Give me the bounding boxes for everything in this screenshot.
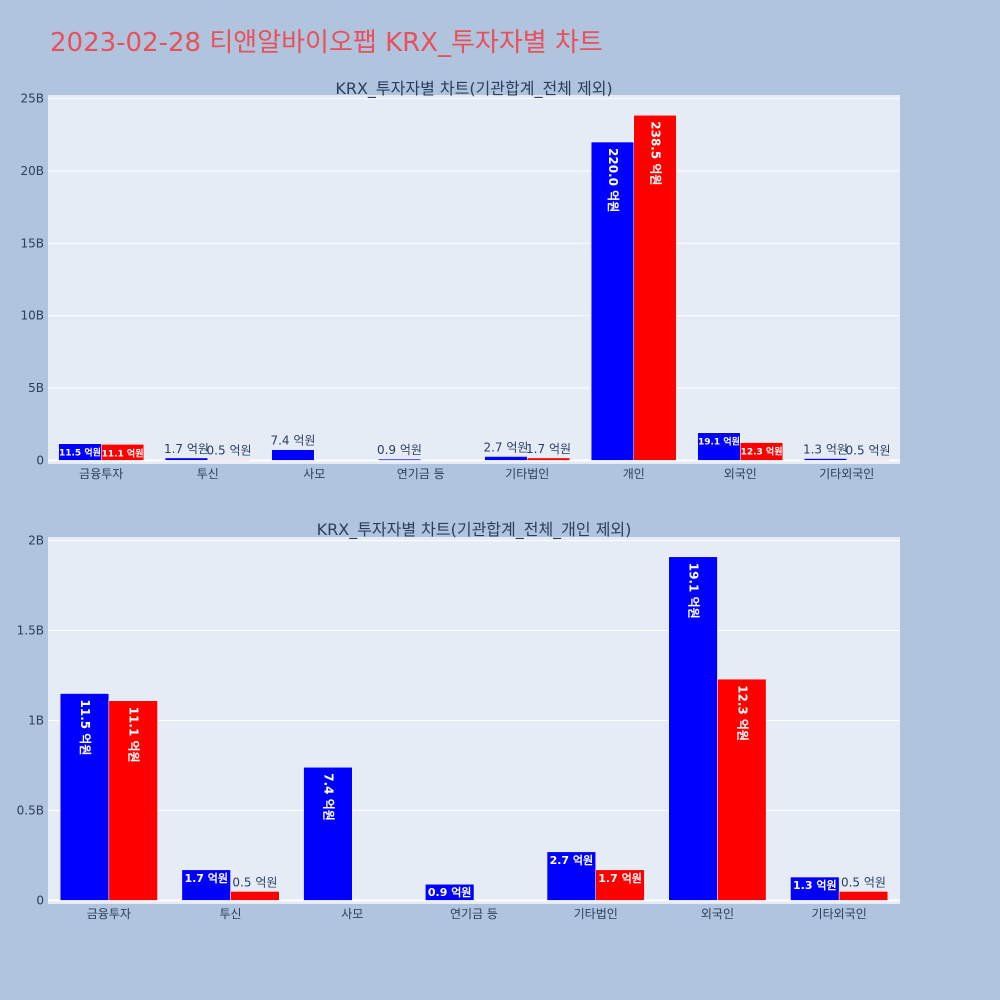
bar bbox=[181, 869, 231, 901]
bar bbox=[546, 851, 596, 901]
x-tick-label: 투신 bbox=[197, 467, 219, 481]
data-label: 1.3 억원 bbox=[803, 443, 848, 457]
bar bbox=[668, 556, 718, 901]
y-tick-label: 1B bbox=[28, 714, 44, 728]
x-tick-label: 개인 bbox=[623, 467, 645, 481]
x-tick-label: 연기금 등 bbox=[397, 467, 445, 481]
x-tick-label: 사모 bbox=[341, 907, 363, 921]
x-tick-label: 기타외국인 bbox=[812, 907, 867, 921]
data-label: 19.1 억원 bbox=[698, 436, 740, 448]
data-label: 0.9 억원 bbox=[428, 885, 472, 899]
data-label: 1.3 억원 bbox=[793, 878, 837, 892]
x-tick-label: 기타법인 bbox=[574, 907, 618, 921]
x-tick-label: 사모 bbox=[303, 467, 325, 481]
bar bbox=[59, 693, 110, 901]
data-label: 1.7 억원 bbox=[598, 871, 642, 885]
bar bbox=[790, 876, 840, 901]
data-label: 1.7 억원 bbox=[526, 442, 571, 456]
bar bbox=[164, 457, 208, 461]
data-label: 7.4 억원 bbox=[270, 434, 315, 448]
x-tick-label: 금융투자 bbox=[79, 467, 123, 481]
bar bbox=[633, 115, 677, 461]
data-label: 2.7 억원 bbox=[483, 440, 528, 454]
bar bbox=[846, 459, 890, 461]
bar bbox=[207, 459, 251, 461]
plot-area-0 bbox=[48, 95, 900, 464]
y-tick-label: 20B bbox=[20, 164, 44, 178]
data-label: 19.1 억원 bbox=[687, 563, 701, 619]
data-label: 7.4 억원 bbox=[321, 773, 335, 821]
chart-title: KRX_투자자별 차트(기관합계_전체_개인 제외) bbox=[317, 520, 632, 540]
data-label: 0.5 억원 bbox=[232, 875, 277, 889]
y-tick-label: 0 bbox=[36, 453, 44, 467]
data-label: 1.7 억원 bbox=[184, 871, 228, 885]
bar bbox=[271, 449, 315, 461]
x-tick-label: 외국인 bbox=[701, 907, 734, 921]
data-label: 238.5 억원 bbox=[649, 121, 663, 185]
bar bbox=[230, 891, 280, 901]
bar bbox=[803, 458, 848, 461]
page-title: 2023-02-28 티앤알바이오팹 KRX_투자자별 차트 bbox=[50, 28, 603, 58]
bar bbox=[425, 883, 475, 901]
x-tick-label: 금융투자 bbox=[87, 907, 131, 921]
x-tick-label: 연기금 등 bbox=[450, 907, 498, 921]
y-tick-label: 2B bbox=[28, 534, 44, 548]
data-label: 0.5 억원 bbox=[841, 875, 886, 889]
data-label: 0.5 억원 bbox=[207, 444, 252, 458]
bar bbox=[740, 442, 784, 461]
data-label: 11.1 억원 bbox=[102, 447, 144, 459]
data-label: 11.5 억원 bbox=[59, 447, 101, 459]
bar bbox=[527, 457, 571, 461]
bar bbox=[697, 432, 741, 461]
y-tick-label: 1.5B bbox=[17, 624, 44, 638]
bar bbox=[377, 458, 421, 461]
bar bbox=[101, 444, 145, 461]
x-tick-label: 기타법인 bbox=[505, 467, 549, 481]
data-label: 11.5 억원 bbox=[78, 700, 92, 756]
bar bbox=[303, 767, 353, 901]
y-tick-label: 10B bbox=[20, 309, 44, 323]
data-label: 12.3 억원 bbox=[741, 446, 783, 458]
x-tick-label: 투신 bbox=[220, 907, 242, 921]
bar bbox=[108, 700, 158, 901]
data-label: 1.7 억원 bbox=[164, 442, 209, 456]
data-label: 0.5 억원 bbox=[846, 444, 891, 458]
x-tick-label: 외국인 bbox=[724, 467, 757, 481]
data-label: 0.9 억원 bbox=[377, 443, 422, 457]
data-label: 11.1 억원 bbox=[127, 707, 141, 763]
bar bbox=[484, 456, 528, 461]
chart-title: KRX_투자자별 차트(기관합계_전체 제외) bbox=[335, 79, 612, 99]
bar bbox=[717, 678, 767, 901]
x-tick-label: 기타외국인 bbox=[819, 467, 874, 481]
y-tick-label: 25B bbox=[20, 92, 44, 106]
data-label: 220.0 억원 bbox=[606, 148, 620, 212]
y-tick-label: 5B bbox=[28, 381, 44, 395]
y-tick-label: 0.5B bbox=[17, 803, 44, 817]
y-tick-label: 15B bbox=[20, 236, 44, 250]
bar bbox=[590, 141, 635, 461]
bar bbox=[595, 869, 645, 901]
data-label: 12.3 억원 bbox=[735, 685, 749, 741]
y-tick-label: 0 bbox=[36, 893, 44, 907]
data-label: 2.7 억원 bbox=[550, 853, 594, 867]
bar bbox=[838, 891, 889, 901]
